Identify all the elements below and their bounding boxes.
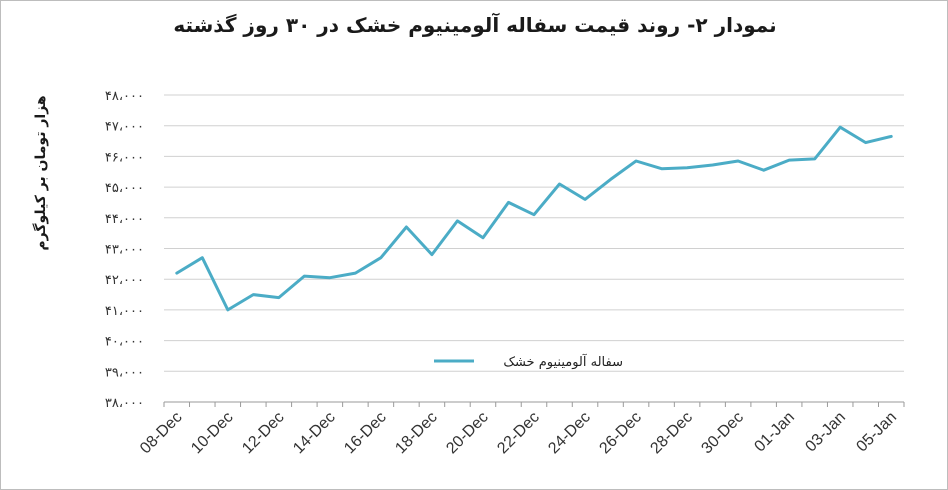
y-tick-label: ۴۰،۰۰۰: [105, 335, 144, 350]
x-tick-label: 08-Dec: [137, 409, 185, 457]
x-tick-label: 14-Dec: [290, 409, 338, 457]
x-tick-label: 10-Dec: [188, 409, 236, 457]
x-tick-label: 12-Dec: [239, 409, 287, 457]
y-tick-label: ۳۹،۰۰۰: [105, 365, 144, 380]
y-tick-label: ۴۴،۰۰۰: [105, 212, 144, 227]
y-tick-label: ۴۲،۰۰۰: [105, 273, 144, 288]
x-tick-label: 24-Dec: [545, 409, 593, 457]
series-line: [175, 125, 893, 312]
x-tick-label: 16-Dec: [341, 409, 389, 457]
x-tick-label: 30-Dec: [698, 409, 746, 457]
x-tick-label: 28-Dec: [647, 409, 695, 457]
x-tick-label: 18-Dec: [392, 409, 440, 457]
y-tick-label: ۳۸،۰۰۰: [105, 396, 144, 411]
y-tick-label: ۴۶،۰۰۰: [105, 150, 144, 165]
x-tick-label: 20-Dec: [443, 409, 491, 457]
y-tick-label: ۴۷،۰۰۰: [105, 120, 144, 135]
legend-label: سفاله آلومینیوم خشک: [503, 353, 623, 370]
x-tick-label: 05-Jan: [853, 409, 900, 456]
y-tick-label: ۴۵،۰۰۰: [105, 181, 144, 196]
y-tick-label: ۴۸،۰۰۰: [105, 89, 144, 104]
chart-title: نمودار ۲- روند قیمت سفاله آلومینیوم خشک …: [173, 13, 777, 37]
x-tick-label: 26-Dec: [596, 409, 644, 457]
x-tick-label: 01-Jan: [751, 409, 798, 456]
x-tick-label: 22-Dec: [494, 409, 542, 457]
y-tick-label: ۴۱،۰۰۰: [105, 304, 144, 319]
y-tick-label: ۴۳،۰۰۰: [105, 243, 144, 258]
x-tick-label: 03-Jan: [802, 409, 849, 456]
